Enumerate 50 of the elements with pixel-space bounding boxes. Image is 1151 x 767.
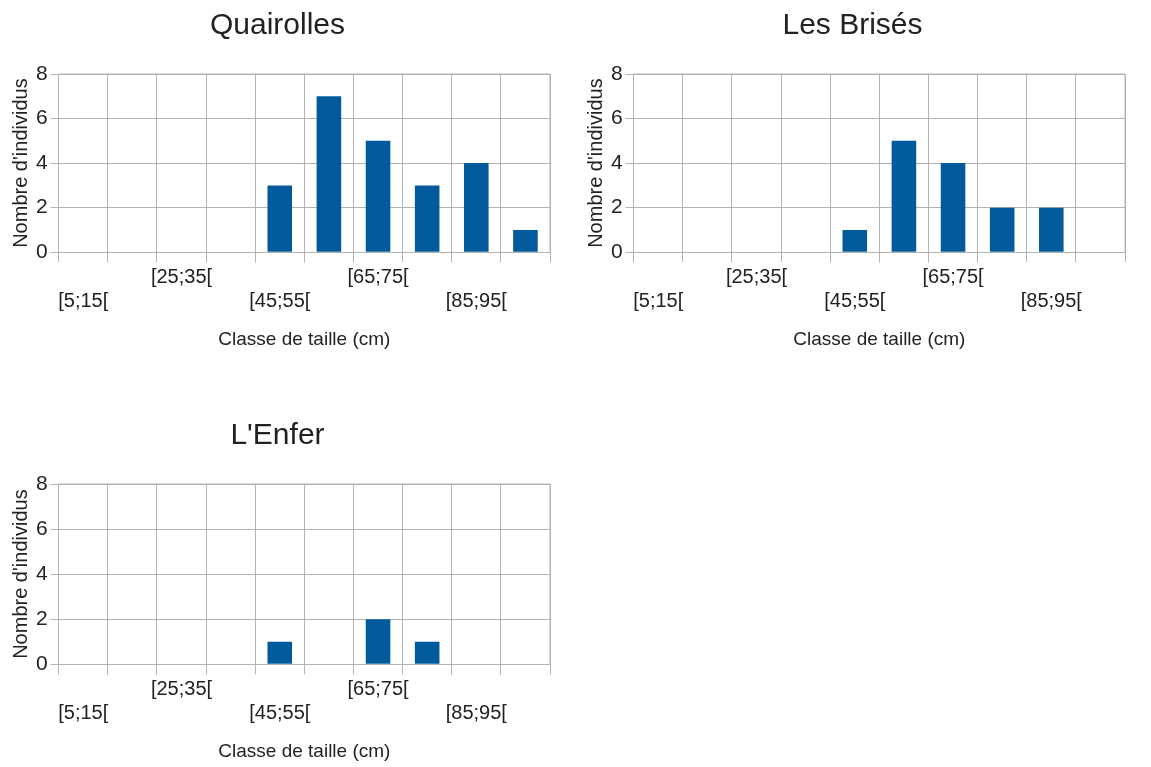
x-tick-label: [25;35[ (150, 264, 213, 287)
y-tick-label: 6 (35, 515, 48, 539)
y-tick-label: 8 (35, 470, 48, 494)
y-tick-label: 4 (35, 560, 48, 584)
chart-title: Quairolles (209, 7, 346, 41)
y-tick-label: 6 (35, 105, 48, 129)
y-tick-label: 4 (35, 149, 48, 173)
bar (464, 163, 489, 252)
bar (989, 207, 1015, 252)
y-tick-label: 0 (35, 651, 48, 674)
bar (365, 140, 391, 252)
y-tick-label: 2 (35, 605, 48, 629)
x-tick-label: [25;35[ (725, 264, 788, 287)
y-tick-label: 8 (610, 60, 623, 84)
x-tick-label: [85;95[ (445, 288, 508, 311)
x-tick-label: [85;95[ (1020, 288, 1083, 311)
y-tick-label: 0 (610, 239, 623, 262)
chart-title: Les Brisés (782, 7, 923, 41)
x-tick-label: [45;55[ (824, 288, 886, 311)
x-tick-label: [65;75[ (347, 264, 410, 287)
x-tick-label: [45;55[ (249, 700, 311, 723)
x-tick-label: [65;75[ (347, 676, 410, 699)
y-tick-label: 2 (35, 194, 48, 218)
x-tick-label: [25;35[ (150, 676, 213, 699)
bar (513, 229, 538, 252)
y-tick-label: 8 (35, 60, 48, 84)
bar (1039, 207, 1064, 252)
bar (414, 185, 440, 252)
x-tick-label: [5;15[ (58, 288, 109, 311)
x-tick-label: [65;75[ (922, 264, 985, 287)
x-tick-label: [85;95[ (445, 700, 508, 723)
y-axis-title: Nombre d'individus (583, 78, 606, 248)
y-tick-label: 0 (35, 239, 48, 262)
y-tick-label: 4 (610, 149, 623, 173)
chart-title: L'Enfer (230, 417, 325, 451)
x-axis-title: Classe de taille (cm) (218, 327, 391, 349)
y-tick-label: 6 (610, 105, 623, 129)
bar (891, 140, 917, 252)
x-tick-label: [45;55[ (249, 288, 311, 311)
bar (316, 96, 342, 252)
x-axis-title: Classe de taille (cm) (793, 327, 966, 349)
bar (940, 163, 966, 252)
y-axis-title: Nombre d'individus (8, 489, 31, 659)
y-tick-label: 2 (610, 194, 623, 218)
y-axis-title: Nombre d'individus (8, 78, 31, 248)
x-tick-label: [5;15[ (58, 700, 109, 723)
bar (842, 229, 868, 252)
x-axis-title: Classe de taille (cm) (218, 739, 391, 761)
bar (267, 185, 293, 252)
x-tick-label: [5;15[ (633, 288, 684, 311)
